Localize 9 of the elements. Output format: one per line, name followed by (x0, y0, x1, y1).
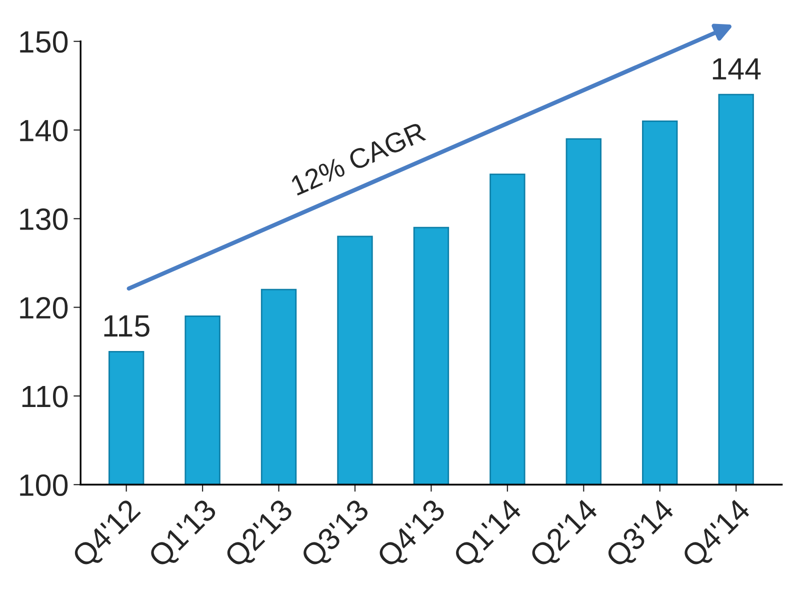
data-label: 115 (104, 315, 150, 337)
y-tick-label: 130 (20, 208, 68, 230)
y-tick-label: 110 (22, 386, 68, 408)
y-tick-label: 150 (20, 31, 68, 53)
annotation: 12% CAGR (290, 122, 426, 196)
y-tick-label: 140 (20, 120, 68, 142)
y-tick-label: 100 (20, 474, 68, 496)
y-tick-label: 120 (20, 297, 68, 319)
data-label: 144 (712, 58, 761, 80)
